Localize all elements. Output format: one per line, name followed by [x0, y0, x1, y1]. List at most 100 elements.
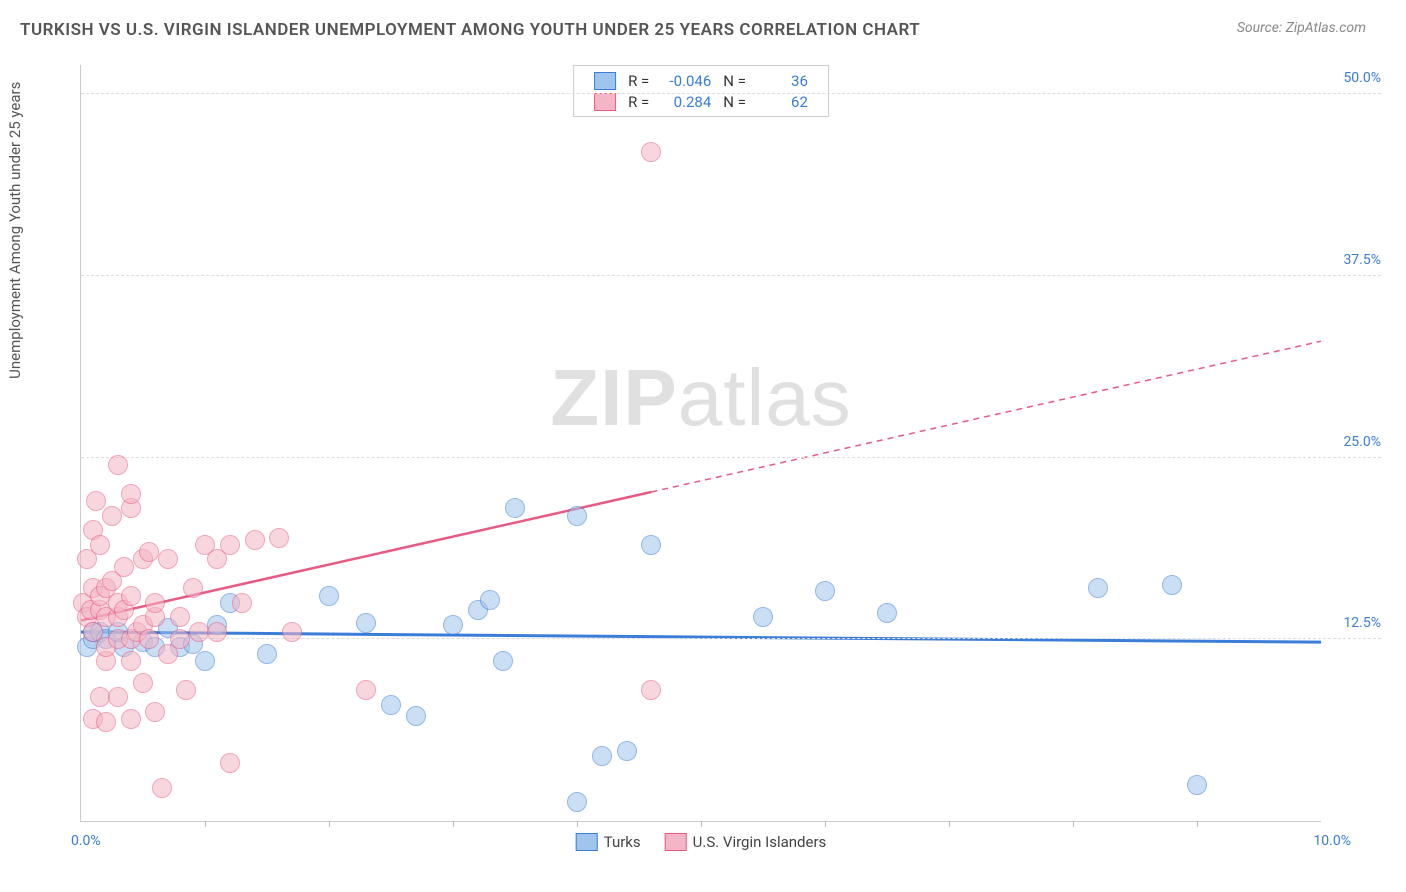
data-point-turks — [505, 498, 525, 518]
gridline — [81, 275, 1381, 276]
x-tick-mark — [1197, 821, 1198, 827]
n-value-turks: 36 — [758, 72, 808, 90]
r-value-usvi: 0.284 — [661, 93, 711, 111]
swatch-turks — [594, 72, 616, 90]
data-point-usvi — [139, 629, 159, 649]
watermark-bold: ZIP — [550, 353, 677, 442]
page-title: TURKISH VS U.S. VIRGIN ISLANDER UNEMPLOY… — [20, 20, 920, 40]
swatch-turks-icon — [576, 833, 598, 851]
data-point-usvi — [245, 530, 265, 550]
data-point-turks — [493, 651, 513, 671]
data-point-usvi — [90, 687, 110, 707]
r-label: R = — [622, 91, 655, 112]
data-point-usvi — [356, 680, 376, 700]
n-value-usvi: 62 — [758, 93, 808, 111]
data-point-turks — [381, 695, 401, 715]
data-point-usvi — [121, 586, 141, 606]
data-point-turks — [753, 607, 773, 627]
n-label: N = — [717, 91, 752, 112]
legend-row-usvi: R = 0.284 N = 62 — [588, 91, 814, 112]
x-tick-mark — [701, 821, 702, 827]
trend-lines — [81, 65, 1321, 821]
plot-area: ZIPatlas R = -0.046 N = 36 R = 0.284 N =… — [80, 65, 1321, 822]
swatch-usvi — [594, 93, 616, 111]
data-point-usvi — [102, 506, 122, 526]
chart-container: Unemployment Among Youth under 25 years … — [50, 55, 1391, 862]
gridline — [81, 638, 1381, 639]
data-point-usvi — [96, 712, 116, 732]
data-point-turks — [406, 706, 426, 726]
x-tick-mark — [577, 821, 578, 827]
data-point-turks — [617, 741, 637, 761]
data-point-usvi — [170, 629, 190, 649]
x-tick-mark — [453, 821, 454, 827]
x-tick-mark — [329, 821, 330, 827]
data-point-usvi — [139, 542, 159, 562]
legend-item-turks: Turks — [576, 833, 641, 851]
legend-label-usvi: U.S. Virgin Islanders — [693, 833, 827, 851]
x-tick-mark — [825, 821, 826, 827]
data-point-usvi — [176, 680, 196, 700]
data-point-usvi — [207, 622, 227, 642]
gridline — [81, 93, 1381, 94]
x-tick-mark — [205, 821, 206, 827]
source-name: ZipAtlas.com — [1286, 20, 1366, 36]
data-point-usvi — [158, 549, 178, 569]
data-point-usvi — [641, 142, 661, 162]
data-point-usvi — [641, 680, 661, 700]
data-point-turks — [480, 590, 500, 610]
data-point-usvi — [121, 484, 141, 504]
data-point-usvi — [114, 557, 134, 577]
data-point-usvi — [133, 673, 153, 693]
x-min-label: 0.0% — [71, 833, 101, 849]
correlation-legend: R = -0.046 N = 36 R = 0.284 N = 62 — [573, 65, 829, 117]
data-point-usvi — [108, 687, 128, 707]
n-label: N = — [717, 70, 752, 91]
data-point-usvi — [152, 778, 172, 798]
data-point-turks — [1187, 775, 1207, 795]
data-point-turks — [1088, 578, 1108, 598]
data-point-usvi — [90, 535, 110, 555]
swatch-usvi-icon — [665, 833, 687, 851]
data-point-usvi — [145, 702, 165, 722]
x-tick-mark — [949, 821, 950, 827]
data-point-turks — [356, 613, 376, 633]
data-point-turks — [567, 792, 587, 812]
watermark: ZIPatlas — [550, 352, 851, 444]
legend-row-turks: R = -0.046 N = 36 — [588, 70, 814, 91]
y-tick-label: 12.5% — [1326, 615, 1381, 631]
source-prefix: Source: — [1237, 20, 1286, 36]
data-point-turks — [443, 615, 463, 635]
r-value-turks: -0.046 — [661, 72, 711, 90]
data-point-usvi — [220, 753, 240, 773]
y-axis-label: Unemployment Among Youth under 25 years — [6, 81, 24, 378]
data-point-turks — [1162, 575, 1182, 595]
data-point-usvi — [170, 607, 190, 627]
data-point-turks — [195, 651, 215, 671]
data-point-turks — [567, 506, 587, 526]
data-point-turks — [641, 535, 661, 555]
gridline — [81, 457, 1381, 458]
data-point-usvi — [108, 455, 128, 475]
data-point-usvi — [189, 622, 209, 642]
data-point-turks — [815, 581, 835, 601]
x-max-label: 10.0% — [1313, 833, 1351, 849]
y-tick-label: 50.0% — [1326, 70, 1381, 86]
r-label: R = — [622, 70, 655, 91]
legend-label-turks: Turks — [604, 833, 641, 851]
data-point-usvi — [86, 491, 106, 511]
data-point-usvi — [121, 709, 141, 729]
data-point-usvi — [282, 622, 302, 642]
data-point-usvi — [232, 593, 252, 613]
watermark-light: atlas — [678, 353, 852, 442]
source-credit: Source: ZipAtlas.com — [1237, 20, 1366, 36]
y-tick-label: 25.0% — [1326, 434, 1381, 450]
data-point-turks — [877, 603, 897, 623]
data-point-turks — [257, 644, 277, 664]
series-legend: Turks U.S. Virgin Islanders — [576, 833, 827, 851]
legend-item-usvi: U.S. Virgin Islanders — [665, 833, 827, 851]
y-tick-label: 37.5% — [1326, 252, 1381, 268]
data-point-usvi — [121, 651, 141, 671]
x-tick-mark — [1073, 821, 1074, 827]
data-point-usvi — [183, 578, 203, 598]
